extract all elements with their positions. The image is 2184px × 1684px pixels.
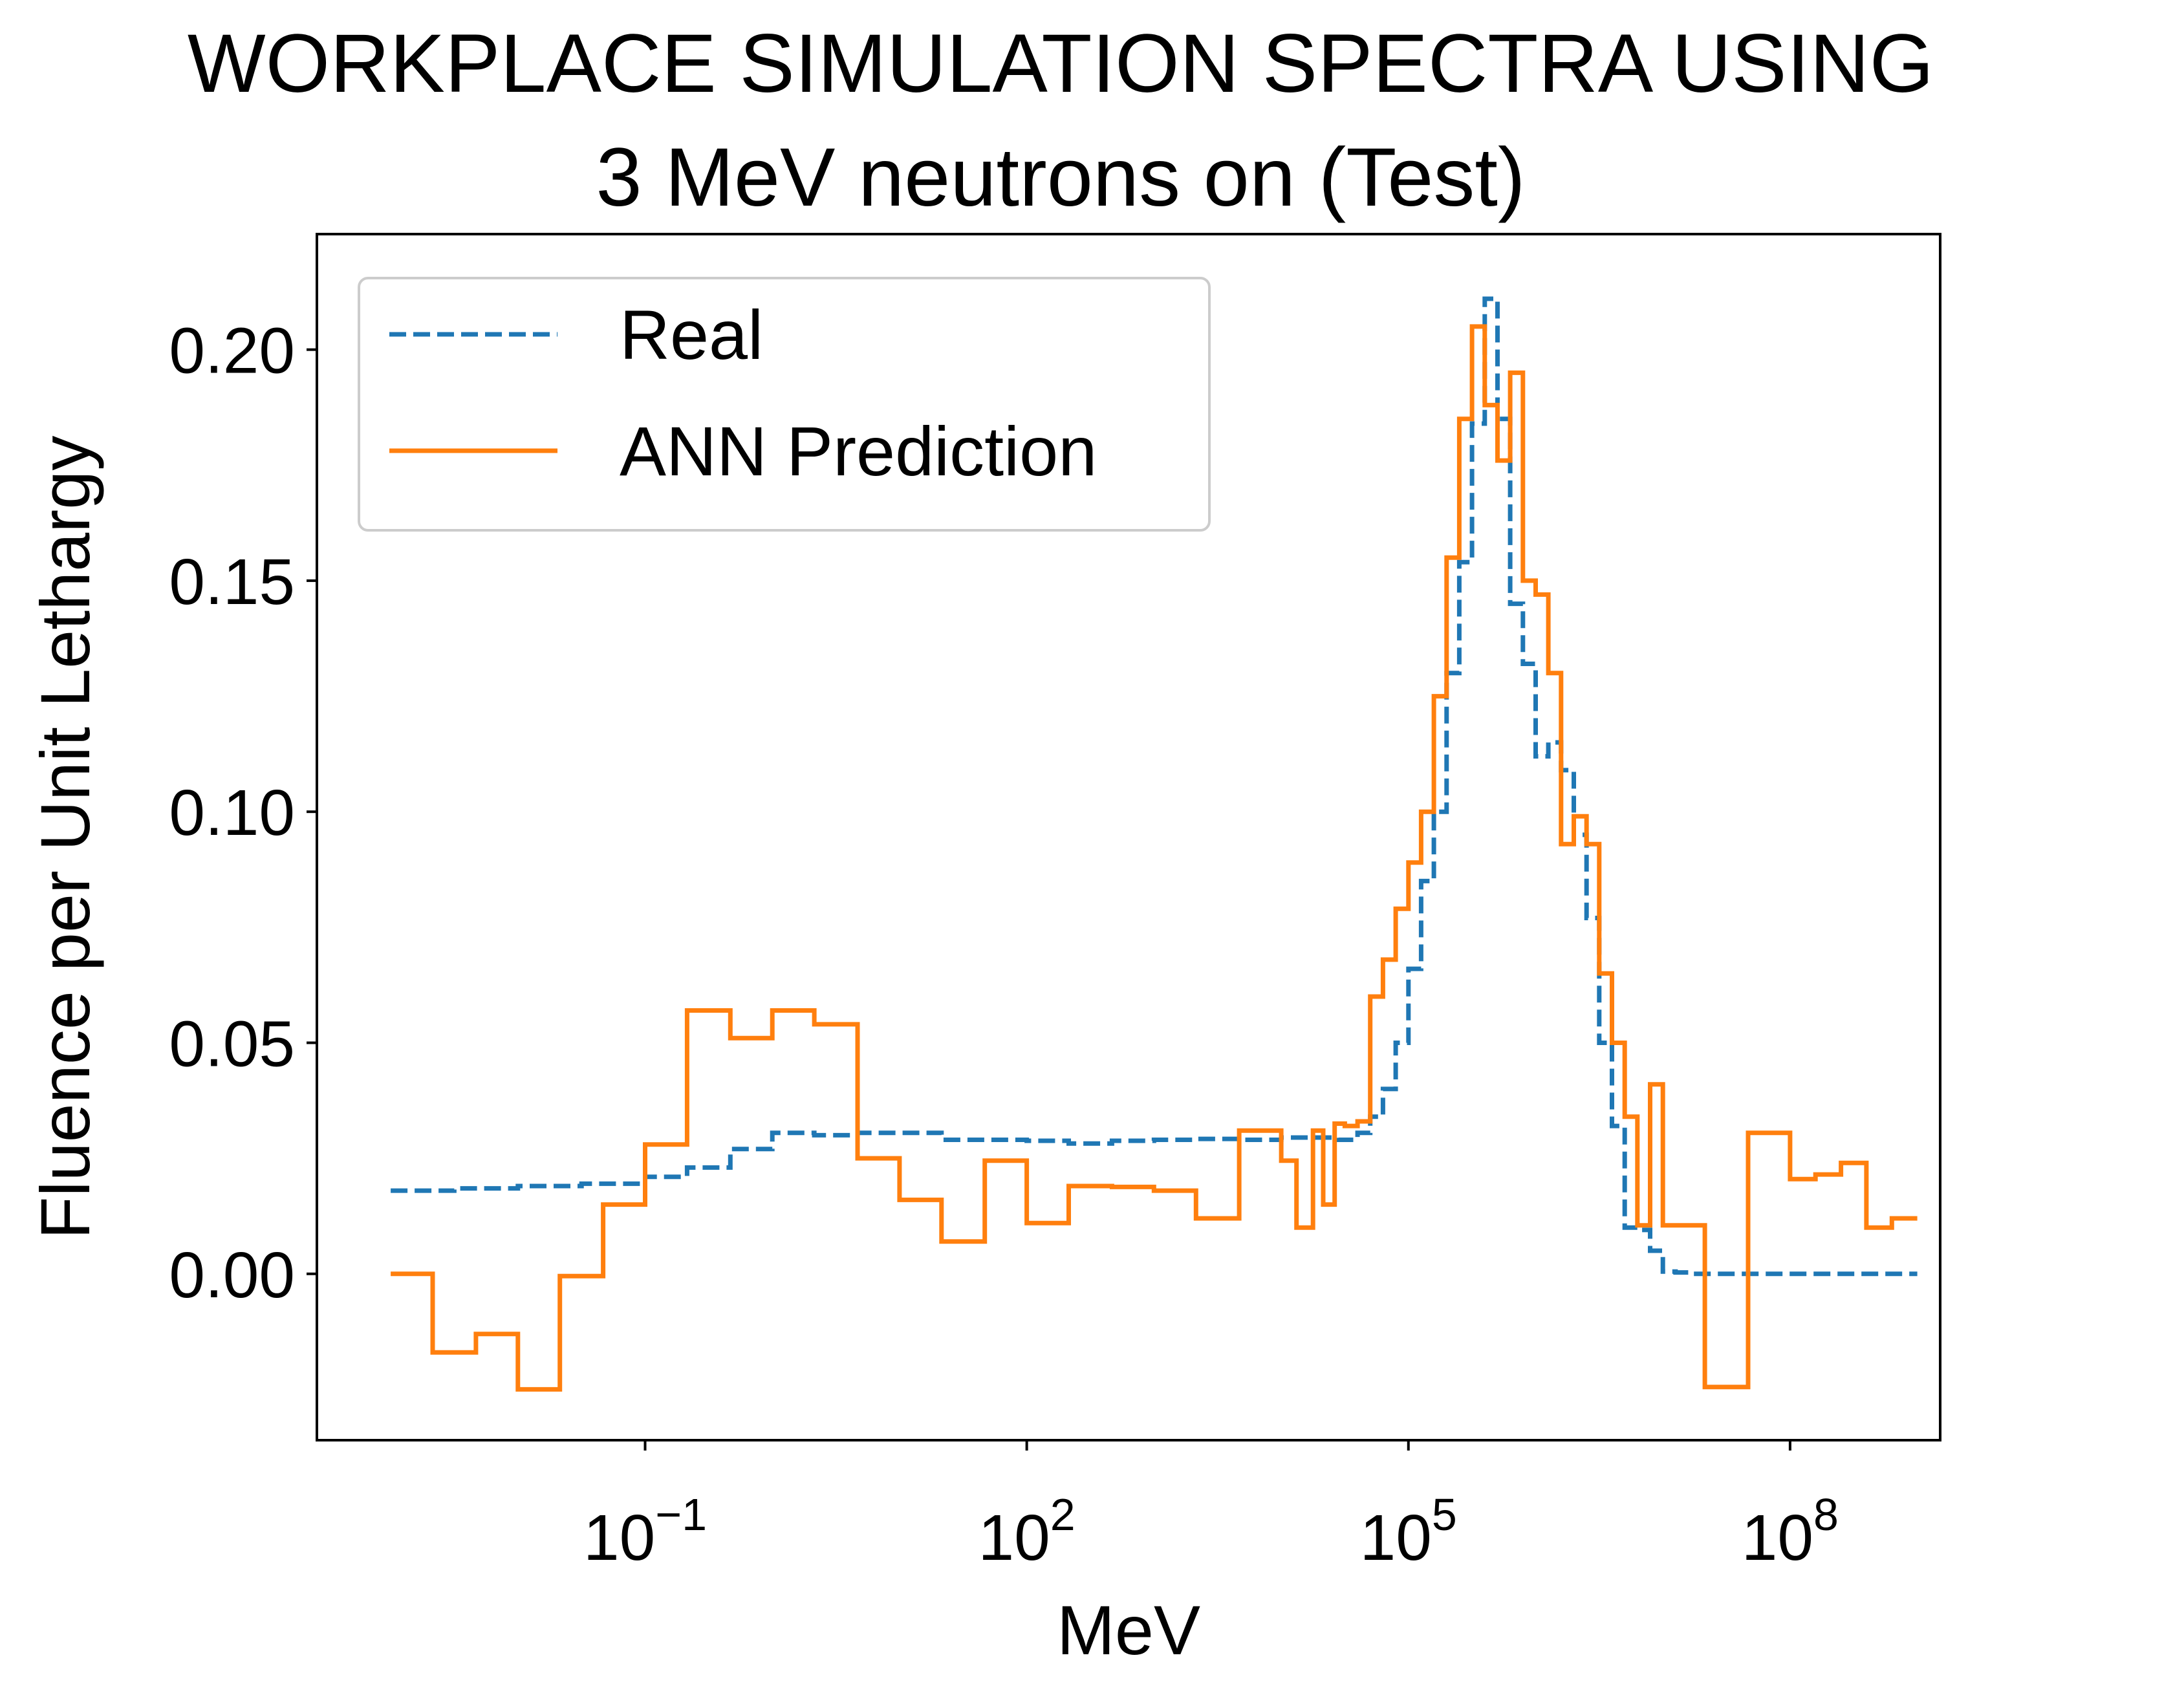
y-tick-label: 0.00 xyxy=(169,1239,295,1312)
series-layer xyxy=(391,296,1918,1392)
y-tick-label: 0.05 xyxy=(169,1008,295,1080)
chart-title-line-1: WORKPLACE SIMULATION SPECTRA USING xyxy=(188,17,1934,110)
x-axis-ticks: 10−1 102 105 108 xyxy=(583,1440,1839,1574)
y-tick-label: 0.10 xyxy=(169,777,295,849)
y-tick-label: 0.15 xyxy=(169,546,295,618)
x-axis-label: MeV xyxy=(1057,1591,1200,1669)
x-tick-label: 108 xyxy=(1742,1489,1839,1574)
series-line-real xyxy=(391,296,1918,1277)
x-tick-label: 102 xyxy=(978,1489,1076,1574)
series-line-ann-prediction xyxy=(391,324,1918,1392)
x-tick-label: 10−1 xyxy=(583,1489,707,1574)
y-axis-ticks: 0.00 0.05 0.10 0.15 0.20 xyxy=(169,315,317,1312)
legend: Real ANN Prediction xyxy=(358,277,1211,532)
y-axis-label: Fluence per Unit Lethargy xyxy=(26,436,104,1240)
x-tick-label: 105 xyxy=(1360,1489,1457,1574)
legend-real-label: Real xyxy=(620,296,763,374)
legend-box xyxy=(358,277,1211,532)
y-tick-label: 0.20 xyxy=(169,315,295,387)
plot-area-frame xyxy=(316,233,1941,1441)
legend-ann-label: ANN Prediction xyxy=(620,412,1097,490)
chart-title-line-2: 3 MeV neutrons on (Test) xyxy=(596,131,1525,224)
